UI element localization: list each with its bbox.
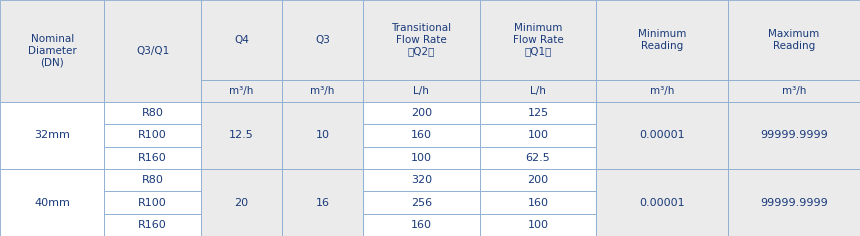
Bar	[200, 80, 282, 102]
Text: 100: 100	[411, 153, 432, 163]
Bar	[0, 0, 104, 102]
Bar	[363, 0, 480, 80]
Bar	[363, 124, 480, 147]
Bar	[363, 147, 480, 169]
Text: 200: 200	[411, 108, 432, 118]
Bar	[728, 169, 860, 236]
Text: R80: R80	[142, 108, 163, 118]
Bar	[0, 169, 104, 236]
Text: L/h: L/h	[414, 86, 429, 96]
Bar	[480, 0, 596, 80]
Bar	[104, 147, 200, 169]
Text: Q3: Q3	[315, 35, 330, 45]
Text: Transitional
Flow Rate
（Q2）: Transitional Flow Rate （Q2）	[391, 23, 452, 57]
Bar	[363, 191, 480, 214]
Text: m³/h: m³/h	[310, 86, 335, 96]
Text: 0.00001: 0.00001	[640, 131, 685, 140]
Text: Q3/Q1: Q3/Q1	[136, 46, 169, 56]
Bar	[282, 0, 363, 80]
Text: Minimum
Flow Rate
（Q1）: Minimum Flow Rate （Q1）	[513, 23, 563, 57]
Text: 10: 10	[316, 131, 329, 140]
Text: 125: 125	[527, 108, 549, 118]
Bar	[480, 124, 596, 147]
Bar	[104, 169, 200, 191]
Text: 256: 256	[411, 198, 432, 207]
Bar	[282, 80, 363, 102]
Text: 200: 200	[527, 175, 549, 185]
Bar	[596, 102, 728, 169]
Text: 100: 100	[527, 220, 549, 230]
Text: 20: 20	[234, 198, 249, 207]
Bar	[104, 102, 200, 124]
Text: R160: R160	[138, 153, 167, 163]
Text: R160: R160	[138, 220, 167, 230]
Text: 160: 160	[411, 131, 432, 140]
Bar	[0, 102, 104, 169]
Bar	[480, 191, 596, 214]
Bar	[363, 214, 480, 236]
Bar	[728, 80, 860, 102]
Bar	[480, 147, 596, 169]
Bar	[596, 169, 728, 236]
Bar	[728, 0, 860, 80]
Text: Maximum
Reading: Maximum Reading	[769, 29, 820, 51]
Bar	[596, 80, 728, 102]
Text: R80: R80	[142, 175, 163, 185]
Text: 320: 320	[411, 175, 432, 185]
Text: 99999.9999: 99999.9999	[760, 198, 828, 207]
Text: m³/h: m³/h	[650, 86, 674, 96]
Text: m³/h: m³/h	[229, 86, 254, 96]
Text: R100: R100	[138, 131, 167, 140]
Text: m³/h: m³/h	[782, 86, 807, 96]
Bar	[200, 0, 282, 80]
Bar	[480, 214, 596, 236]
Text: 12.5: 12.5	[229, 131, 254, 140]
Text: L/h: L/h	[530, 86, 546, 96]
Text: 160: 160	[411, 220, 432, 230]
Bar	[596, 0, 728, 80]
Text: Nominal
Diameter
(DN): Nominal Diameter (DN)	[28, 34, 77, 67]
Bar	[480, 169, 596, 191]
Text: 99999.9999: 99999.9999	[760, 131, 828, 140]
Bar	[363, 80, 480, 102]
Bar	[200, 102, 282, 169]
Bar	[104, 124, 200, 147]
Bar	[200, 169, 282, 236]
Text: Q4: Q4	[234, 35, 249, 45]
Bar	[282, 169, 363, 236]
Text: 16: 16	[316, 198, 329, 207]
Bar	[104, 214, 200, 236]
Bar	[104, 191, 200, 214]
Bar	[363, 102, 480, 124]
Text: Minimum
Reading: Minimum Reading	[638, 29, 686, 51]
Bar	[728, 102, 860, 169]
Text: 160: 160	[527, 198, 549, 207]
Bar	[480, 102, 596, 124]
Text: 32mm: 32mm	[34, 131, 71, 140]
Bar	[363, 169, 480, 191]
Bar	[480, 80, 596, 102]
Text: 40mm: 40mm	[34, 198, 71, 207]
Bar	[282, 102, 363, 169]
Text: R100: R100	[138, 198, 167, 207]
Text: 100: 100	[527, 131, 549, 140]
Text: 0.00001: 0.00001	[640, 198, 685, 207]
Text: 62.5: 62.5	[525, 153, 550, 163]
Bar	[104, 0, 200, 102]
